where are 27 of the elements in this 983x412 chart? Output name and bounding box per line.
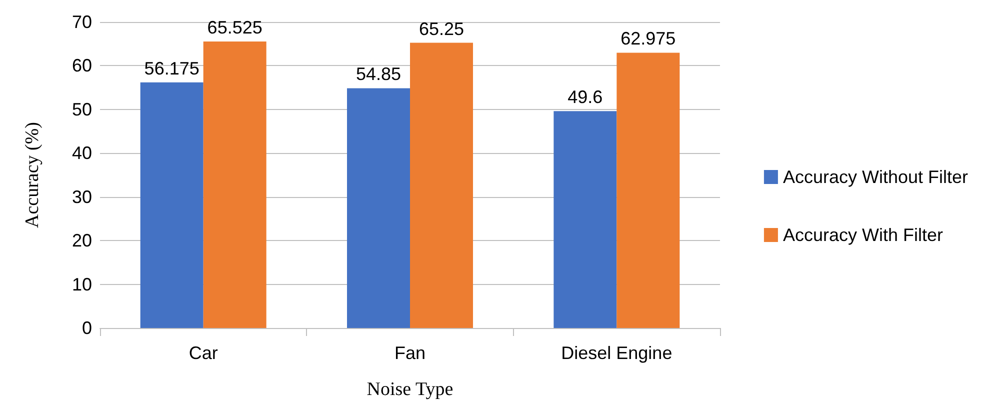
y-tick-label: 30 (72, 186, 92, 207)
bar (616, 52, 680, 328)
data-label: 65.25 (418, 18, 464, 39)
y-tick-label: 70 (72, 12, 92, 32)
y-tick-label: 40 (72, 143, 92, 164)
data-label: 56.175 (144, 58, 200, 78)
data-label: 54.85 (356, 64, 402, 84)
data-label: 65.525 (207, 18, 262, 38)
y-tick-label: 60 (72, 56, 92, 76)
bar (203, 42, 266, 328)
x-tick-label: Fan (394, 343, 426, 363)
x-tick-label: Diesel Engine (561, 343, 672, 363)
y-tick-label: 20 (72, 230, 92, 251)
data-label: 49.6 (568, 87, 603, 108)
y-tick-label: 0 (82, 318, 92, 338)
x-axis-title: Noise Type (366, 379, 454, 400)
legend-label: Accuracy Without Filter (782, 167, 968, 187)
bar (410, 42, 473, 328)
x-tick-label: Car (188, 343, 218, 363)
data-label: 62.975 (620, 28, 676, 49)
y-tick-label: 10 (72, 274, 92, 294)
legend-label: Accuracy With Filter (782, 225, 943, 245)
bar (140, 82, 204, 328)
bar (554, 111, 617, 328)
bar (347, 88, 410, 328)
y-axis-title: Accuracy (%) (22, 122, 43, 228)
y-tick-label: 50 (72, 99, 92, 120)
